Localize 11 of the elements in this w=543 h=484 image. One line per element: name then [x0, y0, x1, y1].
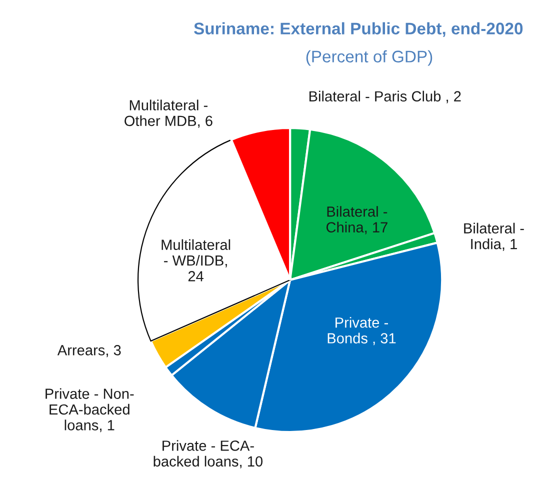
slice-label: Multilateral - WB/IDB, 24 [162, 239, 230, 282]
slice-label: Private - Non- ECA-backed loans, 1 [46, 388, 134, 432]
slice-label: Private - Bonds , 31 [328, 317, 396, 346]
slice-label: Bilateral - China, 17 [326, 206, 388, 234]
slice-label: Bilateral - Paris Club , 2 [309, 90, 461, 104]
slice-label: Bilateral - India, 1 [464, 222, 524, 251]
chart-subtitle: (Percent of GDP) [306, 50, 432, 66]
chart-title: Suriname: External Public Debt, end-2020 [194, 22, 523, 37]
slice-label: Arrears, 3 [57, 345, 121, 358]
slice-label: Multilateral - Other MDB, 6 [124, 100, 212, 128]
slice-label: Private - ECA- backed loans, 10 [154, 440, 263, 468]
